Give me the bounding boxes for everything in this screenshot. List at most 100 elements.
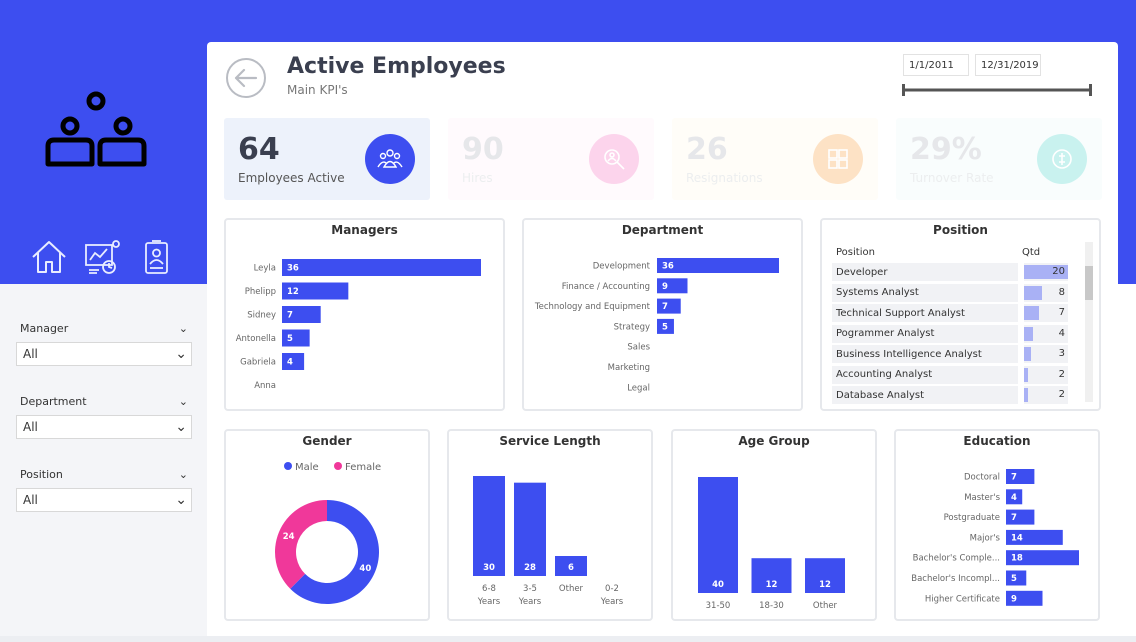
- position-filter: Position ⌄ All ⌄: [16, 466, 192, 512]
- department-title: Department: [621, 223, 704, 237]
- department-chart: Development 36 Finance / Accounting 9 Techno…: [534, 258, 779, 393]
- bar: [282, 259, 481, 276]
- education-panel: Education Doctoral 7 Master's 4 Postgraduate…: [894, 429, 1100, 621]
- position-row[interactable]: Database Analyst 2: [832, 385, 1100, 406]
- category-label: Years: [477, 597, 501, 607]
- position-select[interactable]: All ⌄: [16, 488, 192, 512]
- category-label: Sales: [627, 343, 650, 353]
- back-arrow-icon[interactable]: [225, 57, 267, 99]
- data-label: 7: [1011, 513, 1017, 523]
- data-label: 36: [662, 262, 674, 272]
- position-row[interactable]: Pogrammer Analyst 4: [832, 324, 1100, 345]
- category-label: Bachelor's Incompl...: [911, 574, 1000, 584]
- donut-slice: [290, 500, 379, 604]
- kpi-employees-active[interactable]: 64 Employees Active: [224, 118, 430, 200]
- position-scrollbar[interactable]: [1085, 242, 1093, 402]
- profile-icon[interactable]: [136, 238, 176, 276]
- start-date-input[interactable]: 1/1/2011: [903, 54, 969, 76]
- bar: [282, 306, 321, 323]
- bar: [1006, 590, 1043, 606]
- data-label: 12: [766, 580, 778, 590]
- slider-start-handle[interactable]: [902, 84, 905, 96]
- data-label: 5: [1011, 574, 1017, 584]
- bar: [1006, 529, 1063, 545]
- service-length-panel: Service Length 30 6-8 Years 28 3-5 Years 6 Othe…: [447, 429, 653, 621]
- education-chart: Doctoral 7 Master's 4 Postgraduate 7 Major's 14…: [911, 469, 1079, 606]
- category-label: Phelipp: [245, 287, 276, 297]
- data-label: 5: [662, 322, 668, 332]
- category-label: Years: [600, 597, 624, 607]
- manager-select[interactable]: All ⌄: [16, 342, 192, 366]
- position-filter-label: Position: [20, 467, 63, 481]
- kpi-resignations[interactable]: 26 Resignations: [672, 118, 878, 200]
- kpi-turnover-rate[interactable]: 29% Turnover Rate: [896, 118, 1102, 200]
- qtd-cell: 2: [1024, 386, 1068, 405]
- home-icon[interactable]: [29, 238, 69, 276]
- qtd-bar: [1024, 347, 1031, 362]
- position-row[interactable]: Business Intelligence Analyst 3: [832, 344, 1100, 365]
- position-select-value: All: [23, 493, 38, 507]
- category-label: 0-2: [605, 584, 619, 594]
- qtd-cell: 7: [1024, 304, 1068, 323]
- data-label: 36: [287, 264, 299, 274]
- data-label: 7: [287, 311, 293, 321]
- kpi-value: 64: [238, 132, 280, 167]
- chevron-down-icon[interactable]: ⌄: [178, 467, 188, 481]
- department-select[interactable]: All ⌄: [16, 415, 192, 439]
- page-title: Active Employees: [287, 54, 506, 79]
- qtd-bar: [1024, 326, 1033, 341]
- kpi-label: Resignations: [686, 171, 763, 185]
- position-row[interactable]: Technical Support Analyst 7: [832, 303, 1100, 324]
- qtd-column-header[interactable]: Qtd: [1022, 246, 1041, 258]
- manager-filter: Manager ⌄ All ⌄: [16, 320, 192, 366]
- bar: [1006, 550, 1079, 566]
- position-row[interactable]: Developer 20: [832, 262, 1100, 283]
- category-label: Development: [593, 262, 651, 272]
- position-name: Accounting Analyst: [832, 365, 1018, 384]
- department-filter: Department ⌄ All ⌄: [16, 393, 192, 439]
- category-label: Years: [518, 597, 542, 607]
- category-label: Strategy: [614, 322, 650, 332]
- kpi-hires[interactable]: 90 Hires: [448, 118, 654, 200]
- qtd-value: 2: [1058, 368, 1065, 380]
- chevron-down-icon[interactable]: ⌄: [178, 394, 188, 408]
- employees-logo-icon: [45, 91, 147, 167]
- qtd-bar: [1024, 367, 1029, 382]
- page-subtitle: Main KPI's: [287, 83, 348, 97]
- bar: [1006, 489, 1023, 505]
- analytics-icon[interactable]: [83, 238, 123, 276]
- service-length-chart: 30 6-8 Years 28 3-5 Years 6 Other 0-2 Years: [473, 476, 624, 607]
- kpi-label: Hires: [462, 171, 493, 185]
- date-range-slider[interactable]: [902, 82, 1092, 98]
- bar: [751, 558, 792, 593]
- end-date-input[interactable]: 12/31/2019: [975, 54, 1041, 76]
- bar: [1006, 570, 1027, 586]
- qtd-value: 7: [1058, 307, 1065, 319]
- position-row[interactable]: Accounting Analyst 2: [832, 365, 1100, 386]
- managers-chart: Leyla 36 Phelipp 12 Sidney 7 Antonella 5 Gabriel…: [236, 259, 481, 391]
- category-label: Marketing: [608, 363, 650, 373]
- position-column-header[interactable]: Position: [836, 246, 875, 258]
- bar: [657, 278, 688, 294]
- data-label: 12: [287, 287, 299, 297]
- bar: [657, 318, 674, 334]
- category-label: Gabriela: [240, 358, 276, 368]
- qtd-bar: [1024, 265, 1068, 280]
- position-row[interactable]: Systems Analyst 8: [832, 283, 1100, 304]
- slider-end-handle[interactable]: [1089, 84, 1092, 96]
- data-label: 12: [819, 580, 831, 590]
- category-label: Antonella: [236, 334, 276, 344]
- position-table: Position Qtd Developer 20 Systems Analyst 8…: [832, 242, 1100, 406]
- gender-title: Gender: [302, 434, 352, 448]
- chevron-down-icon[interactable]: ⌄: [178, 321, 188, 335]
- data-label: 4: [1011, 493, 1017, 503]
- position-panel: Position Position Qtd Developer 20 Systems…: [820, 218, 1101, 411]
- qtd-value: 8: [1058, 286, 1065, 298]
- scrollbar-thumb[interactable]: [1085, 266, 1093, 300]
- category-label: 18-30: [759, 601, 784, 611]
- data-label: 28: [524, 563, 536, 573]
- bar: [1006, 469, 1035, 484]
- position-name: Developer: [832, 263, 1018, 282]
- qtd-value: 20: [1052, 266, 1065, 278]
- qtd-value: 2: [1058, 389, 1065, 401]
